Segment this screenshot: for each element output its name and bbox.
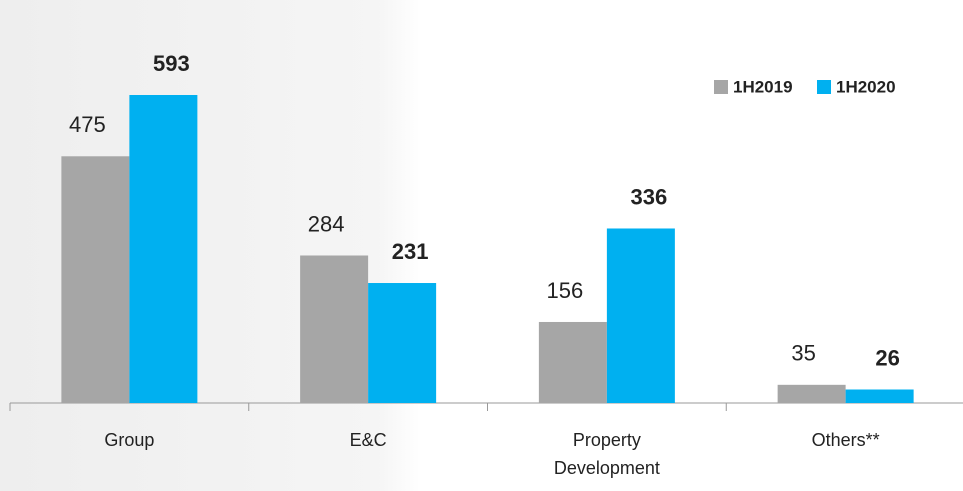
legend-swatch bbox=[817, 80, 831, 94]
bar bbox=[845, 389, 914, 403]
x-tick-label: Group bbox=[104, 430, 155, 450]
legend-swatch bbox=[714, 80, 728, 94]
data-label: 336 bbox=[631, 184, 668, 209]
bar bbox=[61, 156, 130, 403]
x-tick-label: Others** bbox=[811, 430, 880, 450]
data-label: 156 bbox=[547, 278, 584, 303]
x-tick-label: Property Development bbox=[553, 430, 660, 478]
data-label: 35 bbox=[791, 341, 815, 366]
legend-label: 1H2019 bbox=[733, 77, 793, 96]
data-label: 284 bbox=[308, 211, 345, 236]
data-label: 26 bbox=[875, 345, 899, 370]
bar bbox=[129, 95, 198, 403]
data-label: 231 bbox=[392, 239, 429, 264]
x-tick-label: E&C bbox=[349, 430, 387, 450]
bar bbox=[606, 228, 675, 403]
bar bbox=[538, 321, 607, 403]
legend-label: 1H2020 bbox=[836, 77, 896, 96]
bar bbox=[368, 283, 437, 403]
bar bbox=[300, 255, 369, 403]
data-label: 593 bbox=[153, 51, 190, 76]
bar bbox=[777, 384, 846, 403]
data-label: 475 bbox=[69, 112, 106, 137]
